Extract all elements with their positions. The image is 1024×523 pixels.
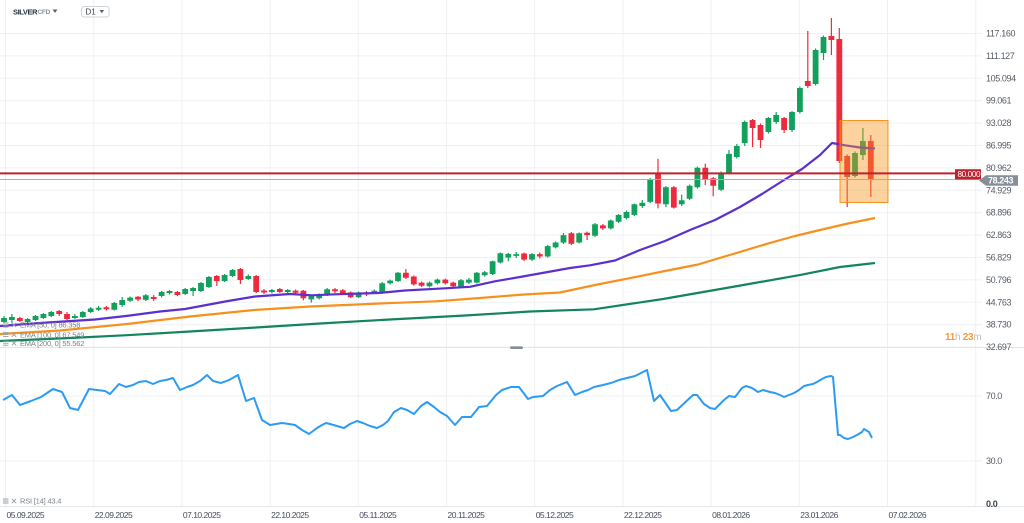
svg-text:93.028: 93.028 [986,118,1012,128]
svg-text:117.160: 117.160 [986,29,1015,39]
svg-text:68.896: 68.896 [986,208,1012,218]
svg-text:EMA [50, 0] 86.358: EMA [50, 0] 86.358 [20,321,80,330]
svg-text:78.243: 78.243 [988,176,1014,186]
svg-text:0.0: 0.0 [986,499,998,509]
svg-text:111.127: 111.127 [986,51,1015,61]
svg-text:SILVER: SILVER [13,8,38,17]
svg-text:32.697: 32.697 [986,342,1012,352]
svg-text:20.11.2025: 20.11.2025 [448,510,486,520]
svg-text:56.829: 56.829 [986,253,1012,263]
svg-text:99.061: 99.061 [986,96,1012,106]
svg-text:05.09.2025: 05.09.2025 [7,510,45,520]
svg-text:EMA [200, 0] 55.562: EMA [200, 0] 55.562 [20,339,84,348]
svg-text:22.12.2025: 22.12.2025 [624,510,662,520]
svg-text:22.09.2025: 22.09.2025 [95,510,133,520]
svg-text:70.0: 70.0 [986,391,1002,401]
svg-text:05.12.2025: 05.12.2025 [536,510,574,520]
svg-text:86.995: 86.995 [986,141,1012,151]
svg-text:22.10.2025: 22.10.2025 [271,510,309,520]
svg-text:62.863: 62.863 [986,230,1012,240]
svg-text:105.094: 105.094 [986,73,1016,83]
svg-text:50.796: 50.796 [986,275,1012,285]
svg-text:CFD: CFD [38,9,51,16]
svg-text:07.10.2025: 07.10.2025 [183,510,221,520]
svg-text:23.01.2026: 23.01.2026 [800,510,838,520]
svg-text:08.01.2026: 08.01.2026 [712,510,750,520]
svg-text:EMA [100, 0] 67.549: EMA [100, 0] 67.549 [20,330,84,339]
svg-text:44.763: 44.763 [986,297,1012,307]
svg-text:80.000: 80.000 [958,170,981,179]
svg-text:07.02.2026: 07.02.2026 [889,510,927,520]
svg-text:74.929: 74.929 [986,185,1012,195]
svg-text:38.730: 38.730 [986,320,1012,330]
svg-text:30.0: 30.0 [986,456,1002,466]
svg-text:D1: D1 [86,8,97,17]
svg-text:RSI [14] 43.4: RSI [14] 43.4 [20,497,61,506]
svg-text:05.11.2025: 05.11.2025 [359,510,397,520]
svg-text:11h 23m: 11h 23m [945,332,981,343]
svg-text:80.962: 80.962 [986,163,1012,173]
